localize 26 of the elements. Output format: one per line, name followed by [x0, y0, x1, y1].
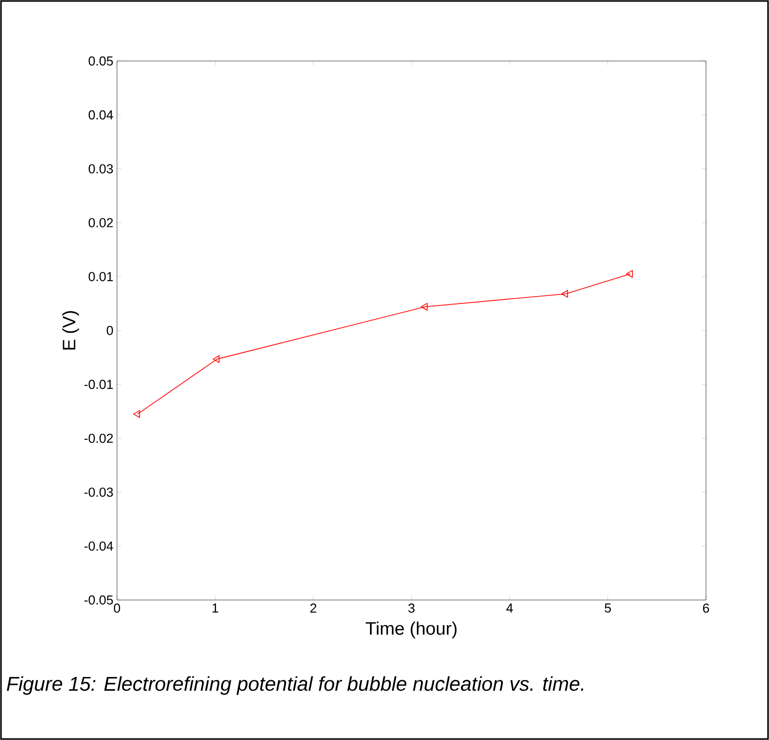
- y-tick-label: -0.03: [84, 488, 113, 497]
- x-tick-label: 6: [703, 604, 710, 613]
- text: Figure 15: Electrorefining potential for bubble nucleation vs. time.: [6, 676, 584, 695]
- y-tick-label: -0.04: [84, 541, 114, 551]
- y-axis-title: E (V): [62, 311, 79, 350]
- x-tick-label: 2: [310, 604, 316, 613]
- y-tick-label: -0.02: [84, 434, 113, 443]
- y-tick-label: -0.01: [84, 380, 113, 389]
- y-tick-label: 0: [106, 326, 113, 336]
- point: [561, 290, 568, 298]
- point: [420, 302, 428, 311]
- x-axis-title: Time (hour): [366, 622, 457, 638]
- y-tick-label: 0.02: [88, 218, 113, 228]
- x-tick-label: 0: [114, 604, 120, 613]
- y-tick-label: 0.05: [88, 56, 113, 66]
- point: [212, 355, 220, 363]
- x-tick-label: 3: [408, 604, 415, 613]
- y-tick-label: -0.05: [84, 595, 113, 605]
- y-tick-label: 0.04: [88, 110, 114, 120]
- x-tick-label: 5: [604, 604, 611, 613]
- x-tick-label: 1: [212, 604, 218, 612]
- point: [626, 270, 633, 278]
- y-tick-label: 0.03: [88, 164, 113, 174]
- x-tick-label: 4: [506, 604, 513, 612]
- y-tick-label: 0.01: [88, 272, 113, 282]
- point: [133, 410, 140, 418]
